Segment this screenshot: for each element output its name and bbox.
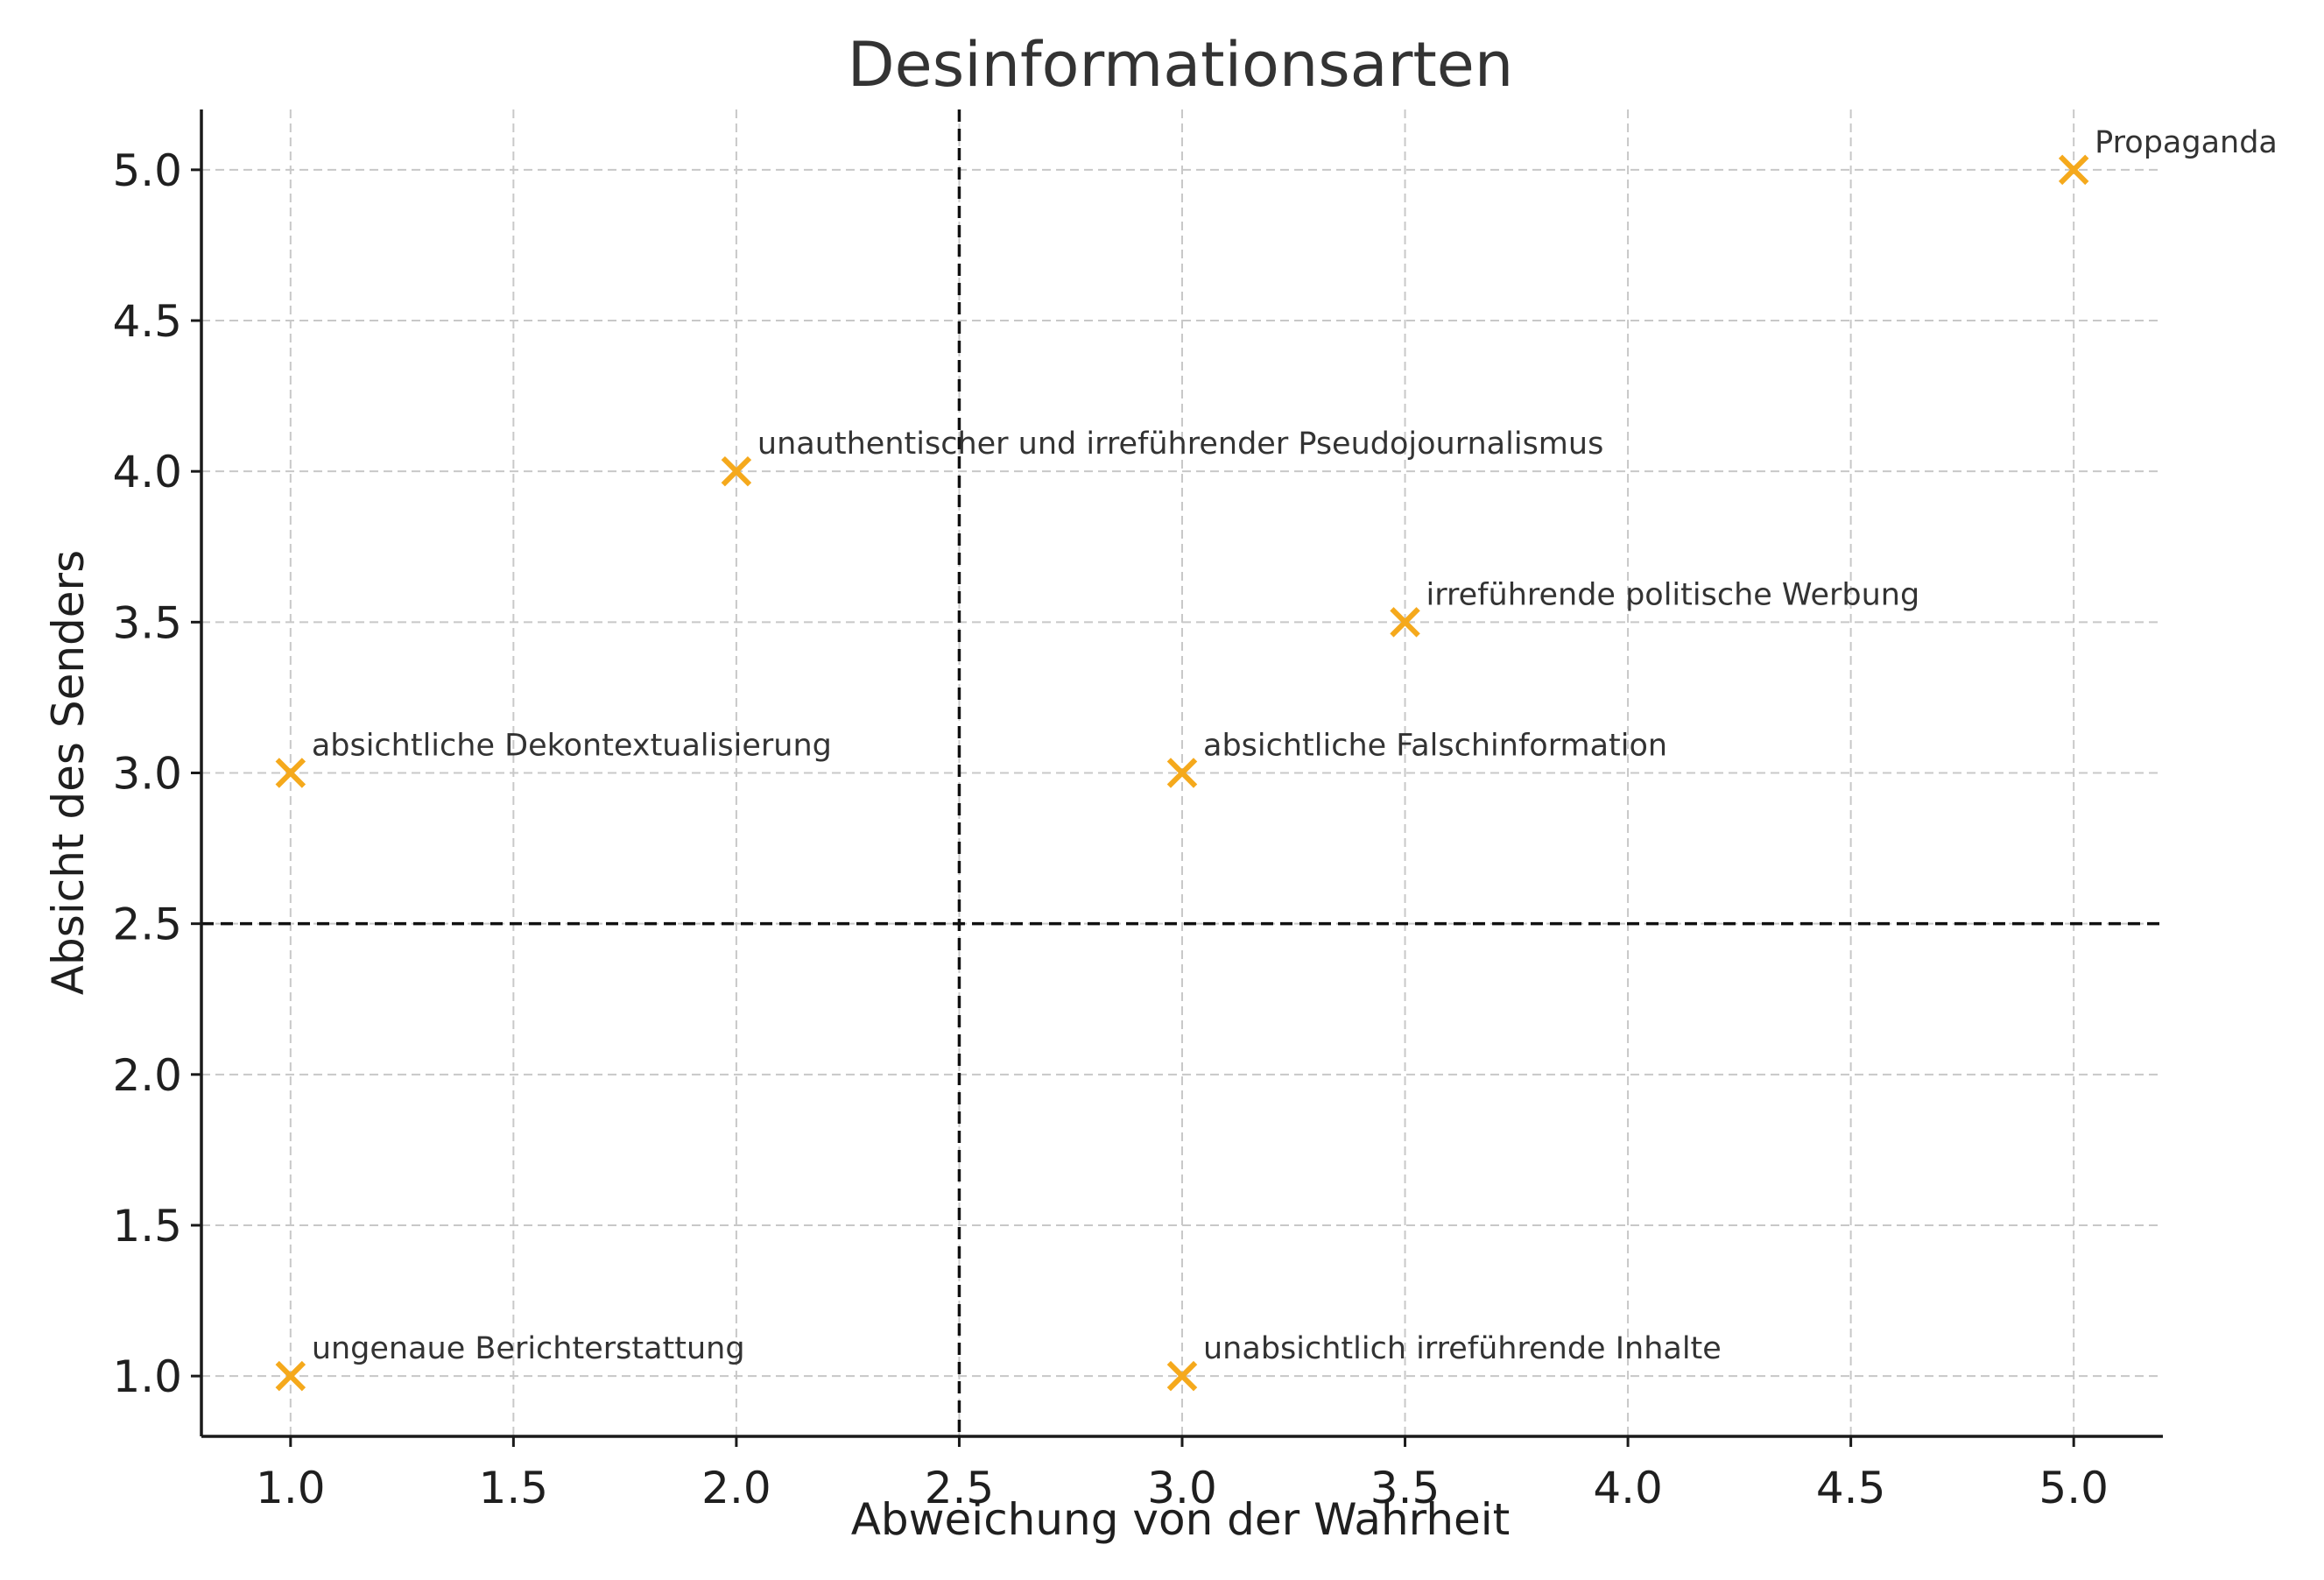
point-label: ungenaue Berichterstattung xyxy=(312,1331,745,1366)
point-label: unauthentischer und irreführender Pseudo… xyxy=(757,427,1603,462)
data-point xyxy=(2058,154,2089,186)
x-tick-label: 2.5 xyxy=(925,1463,995,1513)
point-label: irreführende politische Werbung xyxy=(1426,577,1920,612)
point-marker-stroke xyxy=(1166,758,1198,788)
data-points: ungenaue Berichterstattung absichtliche D… xyxy=(275,125,2278,1392)
point-label: unabsichtlich irreführende Inhalte xyxy=(1203,1331,1722,1366)
y-tick-label: 3.5 xyxy=(112,597,182,648)
x-tick-label: 3.0 xyxy=(1147,1463,1217,1513)
y-tick-label: 4.0 xyxy=(112,447,182,497)
point-marker-stroke xyxy=(275,758,306,788)
y-tick-label: 4.5 xyxy=(112,296,182,347)
data-point xyxy=(1390,607,1420,638)
x-tick-label: 4.0 xyxy=(1593,1463,1663,1513)
y-tick-label: 2.5 xyxy=(112,899,182,950)
x-axis-label: Abweichung von der Wahrheit xyxy=(851,1494,1511,1545)
y-tick-label: 1.0 xyxy=(112,1351,182,1402)
point-marker-stroke xyxy=(275,1360,306,1392)
data-point xyxy=(275,1360,306,1392)
y-axis-label: Absicht des Senders xyxy=(43,550,94,995)
data-point xyxy=(1166,758,1198,788)
point-marker-stroke xyxy=(721,455,752,487)
point-marker-stroke xyxy=(2058,154,2089,186)
x-tick-label: 5.0 xyxy=(2039,1463,2109,1513)
x-tick-label: 2.0 xyxy=(701,1463,771,1513)
data-point xyxy=(275,758,306,788)
point-label: Propaganda xyxy=(2095,125,2278,160)
y-tick-label: 2.0 xyxy=(112,1050,182,1101)
data-point xyxy=(1166,1360,1198,1392)
point-label: absichtliche Dekontextualisierung xyxy=(312,729,832,764)
point-marker-stroke xyxy=(1390,607,1420,638)
point-marker-stroke xyxy=(1166,1360,1198,1392)
x-tick-label: 4.5 xyxy=(1816,1463,1886,1513)
y-tick-label: 3.0 xyxy=(112,749,182,800)
x-tick-label: 1.0 xyxy=(256,1463,326,1513)
point-label: absichtliche Falschinformation xyxy=(1203,729,1667,764)
y-tick-label: 1.5 xyxy=(112,1201,182,1252)
chart-title: Desinformationsarten xyxy=(848,29,1513,101)
x-tick-label: 1.5 xyxy=(479,1463,549,1513)
ticks: 1.0 1.5 2.0 2.5 3.0 3.5 4.0 4.5 5.0 1.0 1.5 2.0 2.5 3… xyxy=(112,145,2108,1513)
x-tick-label: 3.5 xyxy=(1370,1463,1440,1513)
reference-lines xyxy=(201,109,2163,1436)
y-tick-label: 5.0 xyxy=(112,145,182,196)
data-point xyxy=(721,455,752,487)
